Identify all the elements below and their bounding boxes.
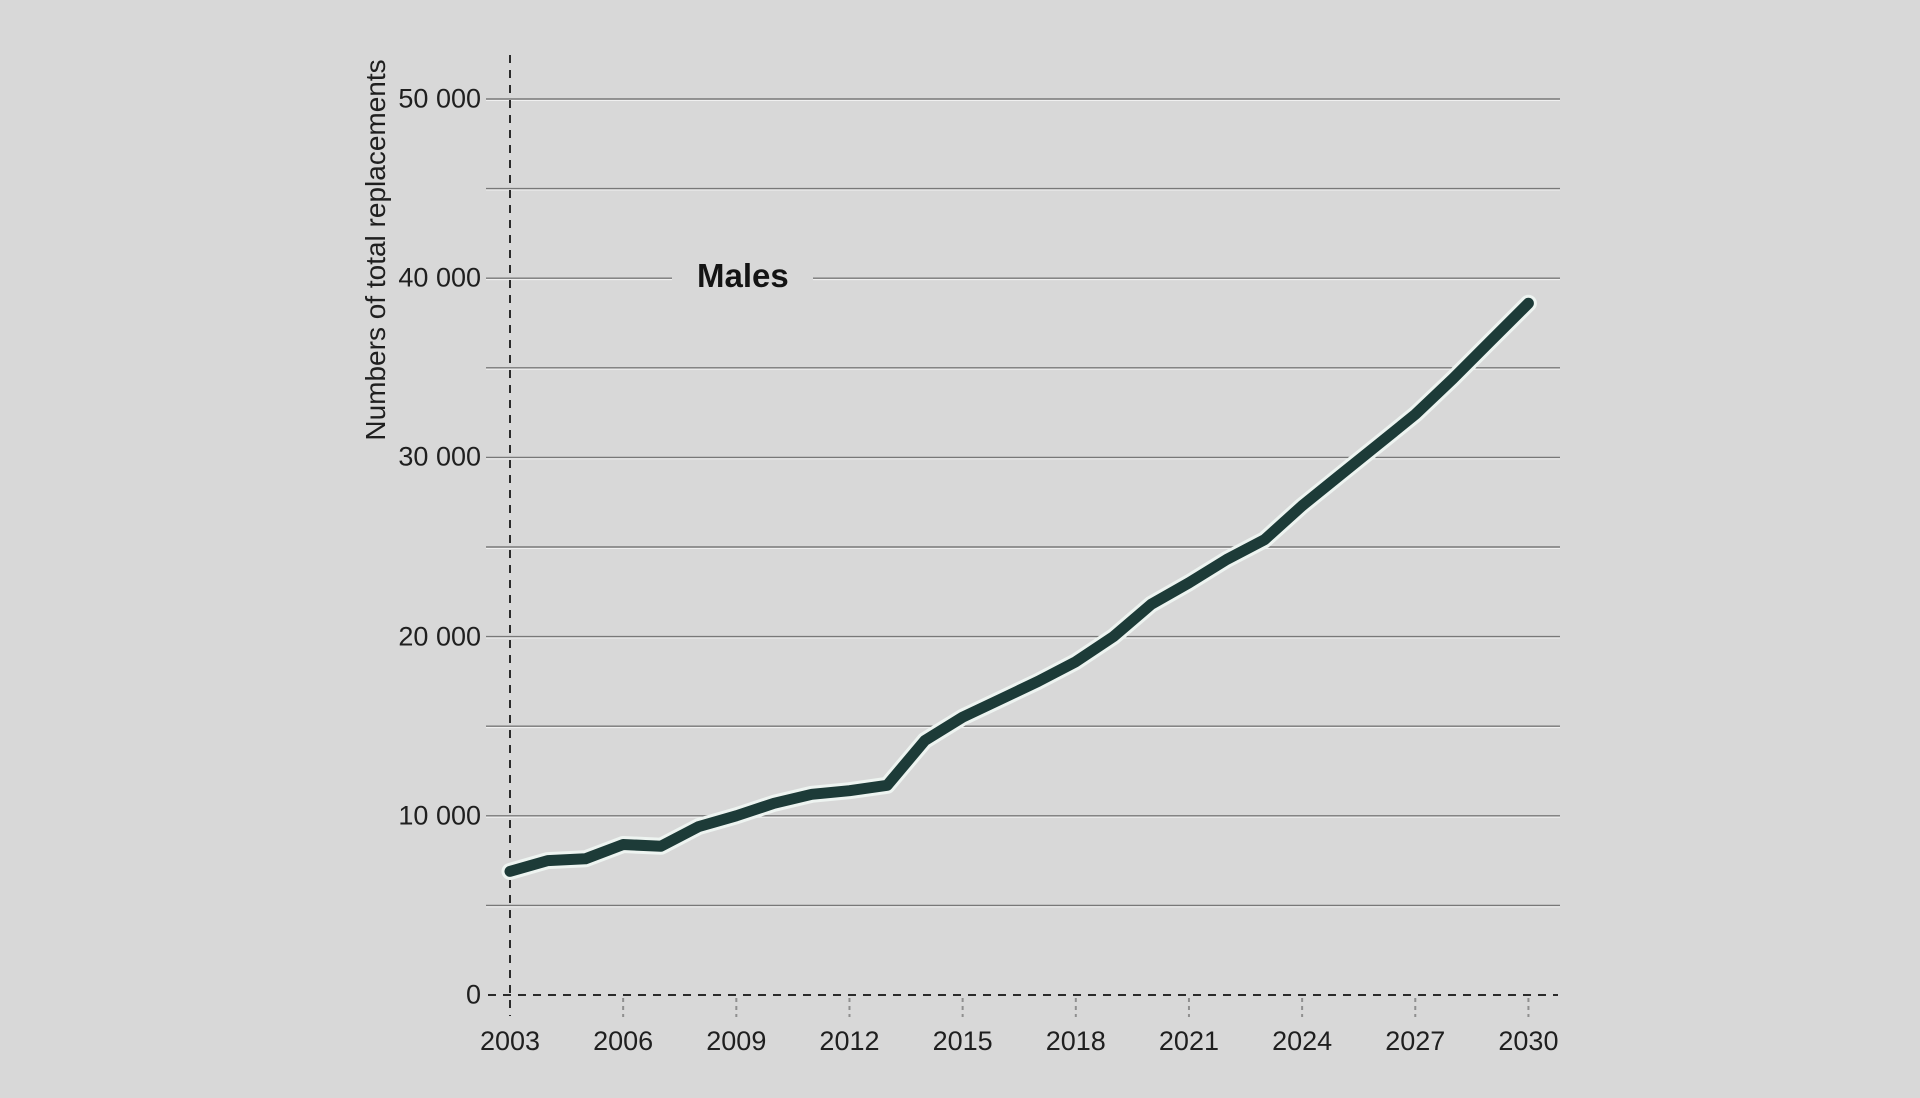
series-label-males: Males xyxy=(672,251,813,301)
x-tick-label-2018: 2018 xyxy=(1045,1026,1106,1056)
y-tick-label-10000: 10 000 xyxy=(398,800,481,831)
series-line-males xyxy=(504,297,1534,877)
y-tick-label-30000: 30 000 xyxy=(398,441,481,472)
y-tick-label-20000: 20 000 xyxy=(398,621,481,652)
x-tick-label-2027: 2027 xyxy=(1385,1026,1446,1056)
x-tick-label-2024: 2024 xyxy=(1272,1026,1333,1056)
x-tick-label-2009: 2009 xyxy=(706,1026,767,1056)
x-tick-label-2012: 2012 xyxy=(819,1026,880,1056)
x-tick-label-2021: 2021 xyxy=(1158,1026,1219,1056)
y-axis-title: Numbers of total replacements xyxy=(360,59,391,441)
x-tick-label-2003: 2003 xyxy=(479,1026,541,1056)
y-tick-label-40000: 40 000 xyxy=(398,262,481,293)
series-line-halo xyxy=(501,294,1537,880)
y-tick-label-0: 0 xyxy=(465,979,481,1010)
y-tick-label-50000: 50 000 xyxy=(398,83,481,114)
x-tick-label-2015: 2015 xyxy=(932,1026,993,1056)
x-tick-label-2006: 2006 xyxy=(593,1026,654,1056)
x-tick-label-2030: 2030 xyxy=(1498,1026,1559,1056)
